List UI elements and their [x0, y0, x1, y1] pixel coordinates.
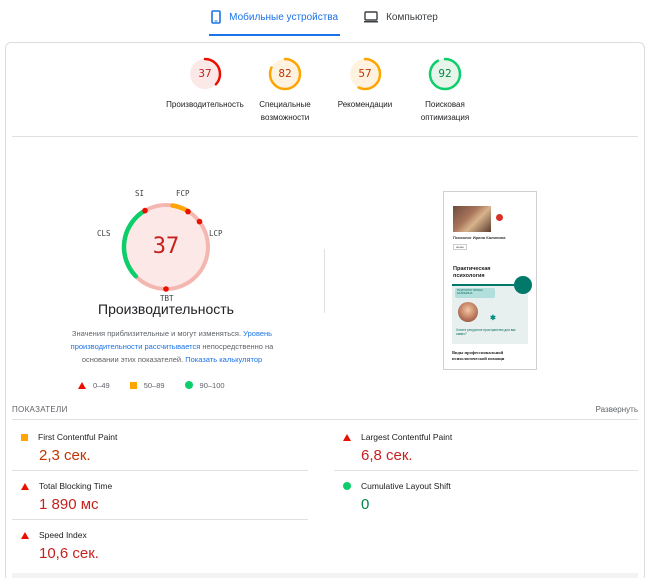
tag-tbt: TBT	[160, 294, 174, 303]
gauge-seo-ring	[428, 57, 462, 91]
triangle-icon	[78, 381, 86, 389]
legend-average: 50–89	[129, 380, 165, 390]
gauge-best-practices-score: 57	[358, 67, 372, 80]
metric-tbt: Total Blocking Time 1 890 мс	[12, 481, 308, 513]
cls-segment	[121, 208, 148, 279]
metric-si-value: 10,6 сек.	[39, 545, 99, 562]
note-text-2: непосредственно на основании этих показа…	[81, 342, 274, 364]
metric-row-divider	[12, 470, 308, 471]
metrics-header: ПОКАЗАТЕЛИ Развернуть	[12, 405, 638, 417]
legend-fail-range: 0–49	[93, 380, 110, 390]
thumb-decor-shape	[514, 276, 532, 294]
metric-si-name: Speed Index	[39, 530, 87, 540]
metric-fcp: First Contentful Paint 2,3 сек.	[12, 432, 308, 464]
gauge-accessibility-label: Специальные возможности	[259, 100, 311, 122]
category-summary: 37 Производительность 82 Специальные воз…	[6, 57, 644, 135]
square-icon	[21, 433, 28, 441]
monitor-icon	[364, 11, 379, 23]
metric-lcp-value: 6,8 сек.	[361, 447, 413, 464]
legend-pass-range: 90–100	[199, 380, 225, 390]
tab-desktop[interactable]: Компьютер	[362, 0, 440, 34]
performance-title: Производительность	[98, 301, 234, 317]
thumb-site-name: Психолог Ирина Калинина	[453, 235, 506, 240]
device-tabs: Мобильные устройства Компьютер	[0, 0, 649, 36]
scoring-link[interactable]: Уровень производительности рассчитываетс…	[70, 329, 273, 351]
metric-row-divider	[334, 470, 638, 471]
vertical-divider	[324, 249, 325, 313]
metric-cls-value: 0	[361, 496, 370, 513]
gauge-accessibility[interactable]: 82 Специальные возможности	[240, 57, 330, 124]
metrics-divider	[12, 419, 638, 420]
thumb-hero-panel: ПСИХОЛОГ ИРИНА КАЛИНИНА ✱ Хотите ресурсн…	[452, 276, 532, 344]
calculator-link[interactable]: Показать калькулятор	[185, 355, 263, 364]
bottom-bar	[12, 573, 638, 578]
summary-divider	[12, 136, 638, 137]
metric-si: Speed Index 10,6 сек.	[12, 530, 308, 562]
triangle-icon	[21, 482, 29, 490]
page-screenshot[interactable]: Психолог Ирина Калинина меню Практическа…	[443, 191, 537, 370]
tab-mobile[interactable]: Мобильные устройства	[209, 0, 341, 36]
thumb-menu-button: меню	[453, 244, 467, 250]
metric-fcp-value: 2,3 сек.	[39, 447, 91, 464]
metric-tbt-name: Total Blocking Time	[39, 481, 113, 491]
metric-lcp: Largest Contentful Paint 6,8 сек.	[334, 432, 630, 464]
tag-lcp: LCP	[209, 229, 223, 238]
gauge-best-practices[interactable]: 57 Рекомендации	[320, 57, 410, 111]
legend-fail: 0–49	[78, 381, 110, 390]
square-icon	[129, 381, 137, 389]
gauge-seo-label: Поисковая оптимизация	[420, 100, 470, 122]
metric-fcp-name: First Contentful Paint	[38, 432, 118, 442]
report-card: 37 Производительность 82 Специальные воз…	[5, 42, 645, 578]
gauge-best-practices-label: Рекомендации	[337, 100, 393, 109]
thumb-heading: Практическая психология	[453, 266, 491, 279]
thumb-cta-text: Хотите ресурсное пространство для вас са…	[456, 328, 516, 336]
fcp-marker	[185, 208, 191, 215]
metric-lcp-name: Largest Contentful Paint	[361, 432, 453, 442]
metrics-title: ПОКАЗАТЕЛИ	[12, 405, 68, 414]
gauge-performance[interactable]: 37 Производительность	[160, 57, 250, 111]
thumb-plus-icon: ✱	[490, 315, 496, 322]
tag-fcp: FCP	[176, 189, 190, 198]
metric-tbt-value: 1 890 мс	[39, 496, 99, 513]
tag-cls: CLS	[97, 229, 111, 238]
metric-cls: Cumulative Layout Shift 0	[334, 481, 630, 513]
lcp-marker	[196, 218, 203, 225]
performance-score: 37	[152, 234, 180, 259]
gauge-performance-ring	[188, 57, 222, 91]
metric-cls-name: Cumulative Layout Shift	[361, 481, 451, 491]
smartphone-icon	[211, 10, 221, 24]
tab-mobile-label: Мобильные устройства	[229, 11, 339, 23]
gauge-performance-score: 37	[198, 67, 212, 80]
legend-pass: 90–100	[184, 380, 225, 390]
legend-average-range: 50–89	[143, 380, 165, 390]
thumb-logo-icon	[496, 214, 503, 221]
triangle-icon	[343, 433, 351, 441]
circle-icon	[184, 381, 193, 389]
performance-note: Значения приблизительные и могут изменят…	[52, 327, 292, 366]
gauge-best-practices-ring	[348, 57, 382, 91]
tbt-marker	[163, 286, 169, 292]
performance-gauge: 37	[112, 193, 220, 301]
triangle-icon	[21, 531, 29, 539]
thumb-banner: ПСИХОЛОГ ИРИНА КАЛИНИНА	[455, 288, 495, 298]
performance-gauge-ring	[121, 203, 210, 292]
gauge-performance-label: Производительность	[166, 100, 244, 109]
thumb-portrait	[458, 302, 478, 322]
gauge-accessibility-ring	[268, 57, 302, 91]
tab-desktop-label: Компьютер	[386, 11, 438, 23]
note-text-1: Значения приблизительные и могут изменят…	[71, 329, 244, 338]
gauge-seo-score: 92	[438, 67, 452, 80]
gauge-accessibility-score: 82	[278, 67, 292, 80]
expand-toggle[interactable]: Развернуть	[595, 405, 638, 414]
thumb-header-photo	[453, 206, 491, 232]
tag-si: SI	[135, 189, 145, 198]
score-legend: 0–49 50–89 90–100	[78, 379, 268, 391]
thumb-footer-text: Виды профессиональной психологической по…	[452, 350, 505, 361]
thumb-hero-band	[452, 284, 528, 286]
metric-row-divider	[12, 519, 308, 520]
gauge-seo[interactable]: 92 Поисковая оптимизация	[400, 57, 490, 124]
circle-icon	[343, 482, 351, 490]
si-marker	[142, 207, 148, 214]
